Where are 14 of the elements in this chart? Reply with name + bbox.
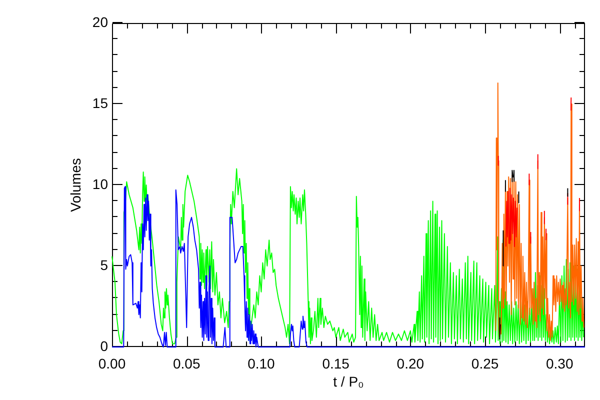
y-tick-label: 20: [92, 14, 108, 30]
y-tick-label: 10: [92, 176, 108, 192]
x-tick-label: 0.30: [546, 355, 574, 372]
y-tick-label: 0: [100, 338, 108, 354]
x-tick-label: 0.20: [396, 355, 424, 372]
x-tick-label: 0.10: [248, 355, 276, 372]
x-axis-title: t / P₀: [333, 373, 364, 390]
x-tick-label: 0.15: [322, 355, 350, 372]
x-tick-label: 0.05: [172, 355, 200, 372]
y-tick-label: 5: [100, 256, 108, 273]
x-tick-label: 0.25: [471, 355, 499, 372]
x-tick-label: 0.00: [98, 355, 126, 372]
y-axis-title: Volumes: [67, 158, 84, 212]
y-tick-label: 15: [92, 94, 108, 111]
